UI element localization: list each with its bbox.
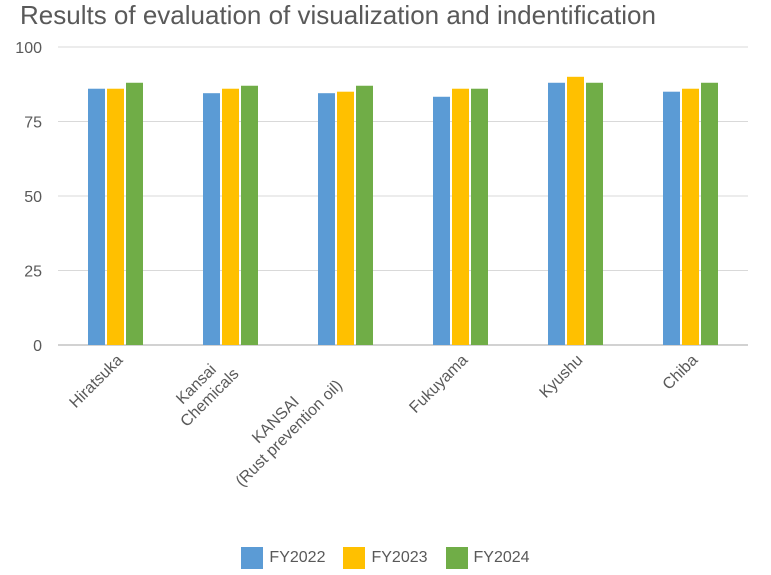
bar-fy2024 xyxy=(241,85,258,346)
legend-label: FY2022 xyxy=(269,549,326,566)
legend-label: FY2024 xyxy=(473,549,530,566)
y-tick-label: 50 xyxy=(24,189,42,206)
bar-fy2022 xyxy=(433,96,450,346)
bar-fy2023 xyxy=(222,88,239,345)
bar-fy2023 xyxy=(107,88,124,345)
legend-swatch xyxy=(445,547,468,569)
y-tick-label: 0 xyxy=(33,338,42,355)
legend-item: FY2022 xyxy=(241,547,325,569)
bar-fy2024 xyxy=(126,82,143,345)
x-tick-label: Kyushu xyxy=(537,352,587,402)
bar-fy2024 xyxy=(471,88,488,345)
bar-fy2024 xyxy=(356,85,373,346)
bar-fy2024 xyxy=(701,82,718,345)
x-tick-label: Fukuyama xyxy=(406,352,471,417)
bar-fy2022 xyxy=(318,93,335,345)
legend-swatch xyxy=(241,547,264,569)
bar-fy2023 xyxy=(452,88,469,345)
x-tick-label: KansaiChemicals xyxy=(164,352,242,430)
legend-swatch xyxy=(343,547,366,569)
bar-fy2022 xyxy=(88,88,105,345)
legend-item: FY2023 xyxy=(343,547,428,569)
bar-fy2023 xyxy=(682,88,699,345)
legend-item: FY2024 xyxy=(445,547,530,569)
legend-label: FY2023 xyxy=(371,549,428,566)
x-tick-label: Chiba xyxy=(660,352,702,394)
legend: FY2022 FY2023 FY2024 xyxy=(0,547,771,569)
bar-fy2023 xyxy=(337,91,354,345)
bar-fy2022 xyxy=(663,91,680,345)
bar-fy2023 xyxy=(567,76,584,346)
y-tick-label: 25 xyxy=(24,264,42,281)
bar-fy2024 xyxy=(586,82,603,345)
chart-title: Results of evaluation of visualization a… xyxy=(20,0,656,30)
y-tick-label: 100 xyxy=(15,40,42,57)
bar-fy2022 xyxy=(203,93,220,345)
x-tick-label: KANSAI(Rust prevention oil) xyxy=(219,364,346,491)
bar-fy2022 xyxy=(548,82,565,345)
x-tick-label: Hiratsuka xyxy=(67,352,127,412)
y-tick-label: 75 xyxy=(24,115,42,132)
